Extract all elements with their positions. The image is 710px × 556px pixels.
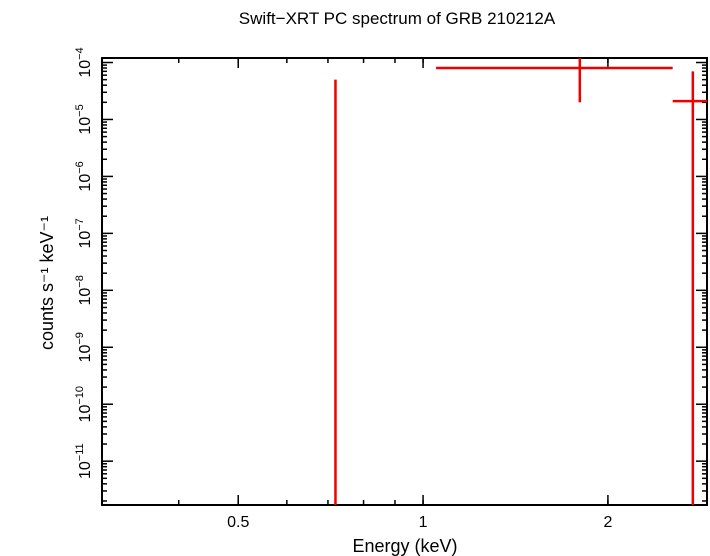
y-tick-label: 10−7 xyxy=(74,218,94,248)
x-axis-label: Energy (keV) xyxy=(352,536,457,556)
y-tick-label: 10−9 xyxy=(74,332,94,362)
y-tick-label: 10−8 xyxy=(74,275,94,305)
x-axis-ticks: 0.5 1 2 xyxy=(177,58,612,531)
x-tick-label: 2 xyxy=(603,514,612,531)
plot-axes xyxy=(101,57,708,506)
x-tick-label: 0.5 xyxy=(227,514,249,531)
y-tick-label: 10−6 xyxy=(74,161,94,191)
y-tick-label: 10−10 xyxy=(74,386,94,422)
plot-frame xyxy=(101,57,708,506)
data-points xyxy=(334,58,707,505)
data-point xyxy=(436,58,673,103)
y-tick-label: 10−4 xyxy=(74,47,94,77)
data-point xyxy=(672,71,707,505)
chart-title: Swift−XRT PC spectrum of GRB 210212A xyxy=(239,9,556,28)
y-axis-ticks: 10−11 10−10 10−9 10−8 10−7 10−6 10−5 10−4 xyxy=(74,47,707,502)
y-axis-label: counts s⁻¹ keV⁻¹ xyxy=(37,216,57,350)
x-tick-label: 1 xyxy=(419,514,428,531)
y-tick-label: 10−5 xyxy=(74,104,94,134)
y-tick-label: 10−11 xyxy=(74,443,94,479)
